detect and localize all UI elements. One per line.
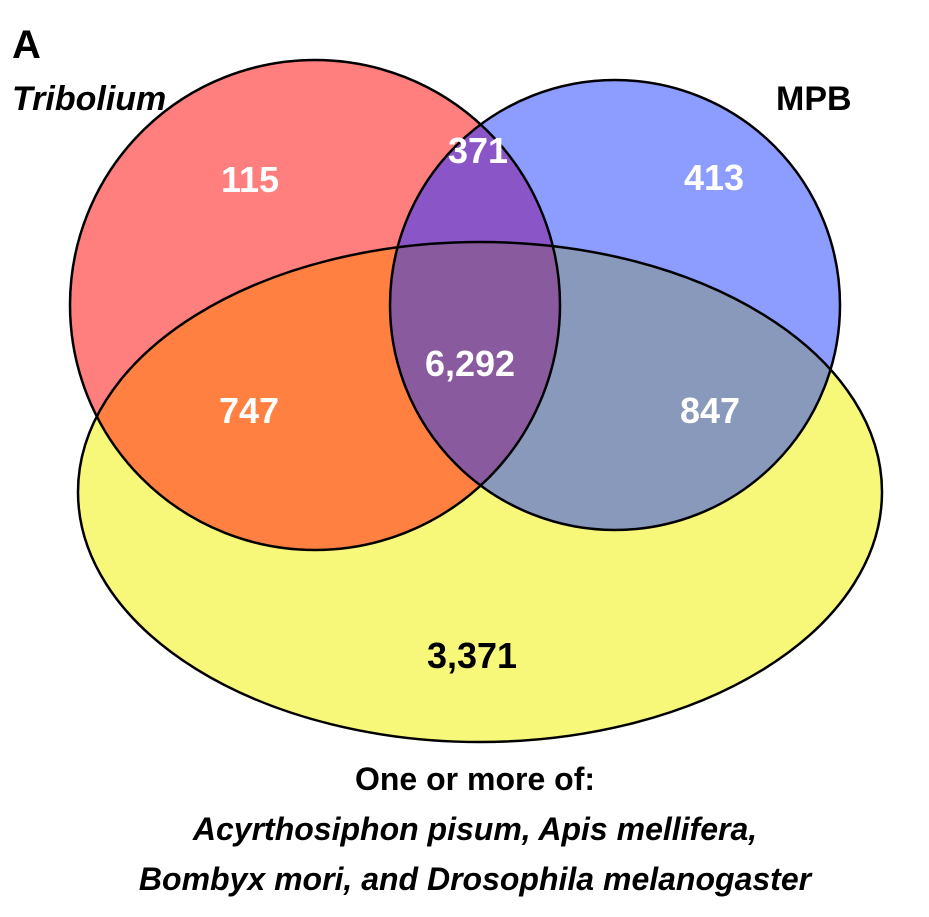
region-b-only-count: 413 — [684, 157, 744, 198]
set-a-outline — [68, 58, 562, 552]
region-ab-count: 371 — [448, 130, 508, 171]
caption-line-3: Bombyx mori, and Drosophila melanogaster — [139, 861, 813, 897]
region-c-only-count: 3,371 — [427, 635, 517, 676]
caption-line-2: Acyrthosiphon pisum, Apis mellifera, — [192, 811, 757, 847]
region-ac-count: 747 — [219, 390, 279, 431]
caption-line-1: One or more of: — [355, 761, 595, 797]
set-b-outline — [388, 78, 842, 532]
set-b-label: MPB — [776, 80, 852, 118]
region-bc-count: 847 — [680, 390, 740, 431]
panel-label: A — [12, 23, 41, 67]
set-c-outline — [76, 240, 884, 744]
region-a-only-count: 115 — [221, 159, 279, 200]
region-abc-count: 6,292 — [425, 343, 515, 384]
set-a-label: Tribolium — [12, 80, 166, 118]
